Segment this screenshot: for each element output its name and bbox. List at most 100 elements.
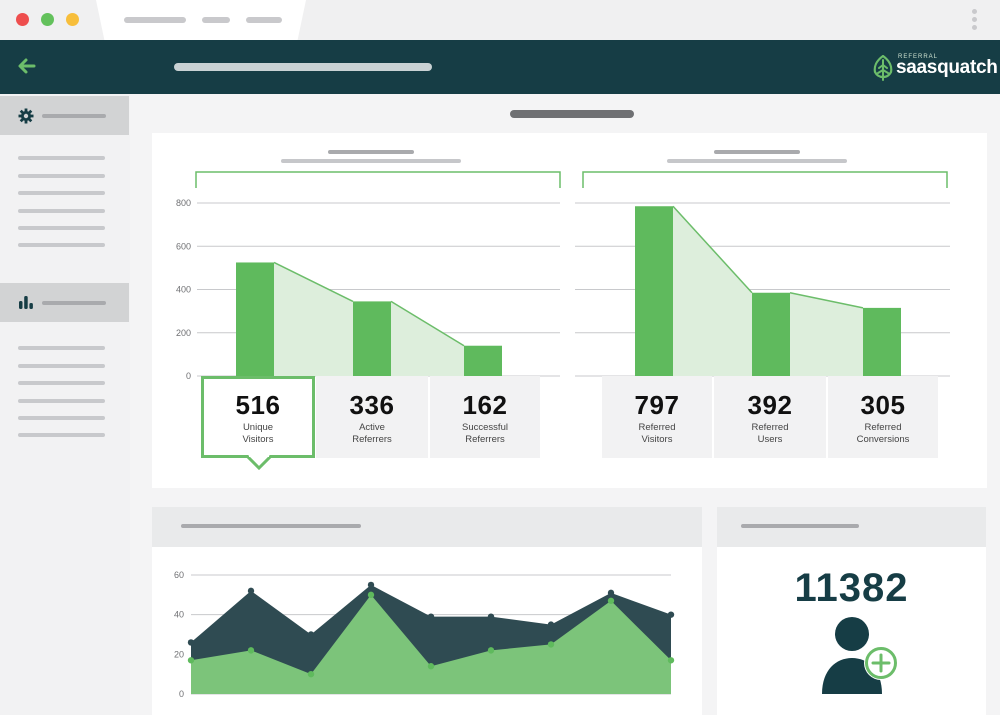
left-funnel-y-tick-label: 200 xyxy=(176,328,191,338)
trend-series-1-point xyxy=(367,581,375,589)
logo-wordmark: saasquatch xyxy=(896,57,998,78)
gear-icon xyxy=(18,108,34,124)
stat-value: 797 xyxy=(634,390,680,420)
new-users-card-header xyxy=(717,507,986,547)
arrow-left-icon[interactable] xyxy=(14,53,40,79)
trend-y-tick-label: 0 xyxy=(179,689,184,699)
sidebar-item[interactable] xyxy=(18,381,105,385)
trend-card-header xyxy=(152,507,702,547)
stat-successful-referrers[interactable]: 162 Successful Referrers xyxy=(430,376,540,458)
left-funnel-bracket xyxy=(195,171,561,188)
sidebar-item[interactable] xyxy=(18,191,105,195)
left-funnel-bar xyxy=(464,345,502,376)
browser-chrome xyxy=(0,0,1000,40)
trend-series-2-point xyxy=(487,647,495,654)
trend-series-1-point xyxy=(547,621,555,628)
trend-series-2-area xyxy=(191,594,671,694)
stat-label: Users xyxy=(757,434,783,445)
selected-stat-pointer xyxy=(246,455,272,470)
stat-label: Referred xyxy=(751,422,789,433)
trend-series-1-point xyxy=(187,639,195,646)
left-funnel-y-tick-label: 0 xyxy=(186,371,191,381)
sidebar-item[interactable] xyxy=(18,346,105,350)
trend-series-2-point xyxy=(427,663,435,670)
trend-card-title-placeholder xyxy=(181,524,361,528)
stat-label: Conversions xyxy=(856,434,910,445)
sidebar-section-settings[interactable] xyxy=(0,96,129,135)
sidebar-item[interactable] xyxy=(18,243,105,247)
stat-label: Unique xyxy=(242,422,274,433)
trend-y-tick-label: 40 xyxy=(174,610,184,620)
tab-title-placeholder xyxy=(202,17,230,23)
sidebar-item[interactable] xyxy=(18,209,105,213)
sidebar-section-label xyxy=(42,301,106,305)
trend-series-1-point xyxy=(247,587,255,595)
stat-label: Referred xyxy=(864,422,902,433)
stat-value: 305 xyxy=(860,390,906,420)
left-funnel-bar xyxy=(353,301,391,376)
trend-y-tick-label: 60 xyxy=(174,570,184,580)
right-funnel-dropoff-area xyxy=(790,292,863,376)
sidebar-section-analytics[interactable] xyxy=(0,283,129,322)
right-funnel-bar xyxy=(635,206,673,376)
right-funnel-bar xyxy=(752,292,790,376)
right-funnel-title-placeholder xyxy=(714,150,800,154)
trend-series-2-point xyxy=(547,641,555,648)
stat-label: Referrers xyxy=(465,434,505,445)
sidebar-item[interactable] xyxy=(18,156,105,160)
sidebar-item[interactable] xyxy=(18,364,105,368)
stat-value: 392 xyxy=(747,390,793,420)
stat-label: Active xyxy=(359,422,385,433)
sidebar-item[interactable] xyxy=(18,226,105,230)
trend-y-tick-label: 20 xyxy=(174,649,184,659)
left-funnel-title-placeholder xyxy=(328,150,414,154)
sidebar-item[interactable] xyxy=(18,174,105,178)
trend-series-1-point xyxy=(667,611,675,618)
trend-series-1-point xyxy=(307,631,315,638)
right-funnel-dropoff-line xyxy=(672,205,753,294)
right-funnel-bracket xyxy=(582,171,948,188)
stat-referred-users[interactable]: 392 Referred Users xyxy=(714,376,826,458)
browser-menu-icon[interactable] xyxy=(972,9,978,31)
left-funnel-dropoff-area xyxy=(391,301,464,376)
tree-logo-icon xyxy=(873,55,893,81)
left-funnel-bar xyxy=(236,262,274,376)
trend-series-1-point xyxy=(427,613,435,620)
stat-value: 162 xyxy=(462,390,508,420)
bar-chart-icon xyxy=(19,296,33,309)
trend-series-2-point xyxy=(187,657,195,664)
app-header: REFERRAL saasquatch xyxy=(0,40,1000,94)
stat-label: Visitors xyxy=(242,434,274,445)
sidebar-item[interactable] xyxy=(18,399,105,403)
left-funnel-dropoff-area xyxy=(274,262,353,376)
right-funnel-subtitle-placeholder xyxy=(667,159,847,163)
new-users-title-placeholder xyxy=(741,524,859,528)
sidebar-item[interactable] xyxy=(18,433,105,437)
trend-series-2-point xyxy=(607,597,615,604)
tab-title-placeholder xyxy=(246,17,282,23)
maximize-window-dot[interactable] xyxy=(41,13,54,26)
stat-label: Referred xyxy=(638,422,676,433)
right-funnel-dropoff-line xyxy=(789,292,864,309)
trend-series-1-point xyxy=(607,589,615,597)
stat-active-referrers[interactable]: 336 Active Referrers xyxy=(316,376,428,458)
left-funnel-y-tick-label: 400 xyxy=(176,285,191,295)
sidebar-item[interactable] xyxy=(18,416,105,420)
stat-value: 516 xyxy=(235,390,281,420)
logo-tagline: REFERRAL xyxy=(898,54,939,60)
close-window-dot[interactable] xyxy=(16,13,29,26)
stat-referred-visitors[interactable]: 797 Referred Visitors xyxy=(602,376,712,458)
new-users-count: 11382 xyxy=(794,566,909,610)
trend-series-2-point xyxy=(247,647,255,654)
trend-series-2-point xyxy=(367,591,375,599)
left-funnel-y-tick-label: 600 xyxy=(176,241,191,251)
trend-series-2-point xyxy=(667,657,675,664)
stat-referred-conversions[interactable]: 305 Referred Conversions xyxy=(828,376,938,458)
left-funnel-subtitle-placeholder xyxy=(281,159,461,163)
minimize-window-dot[interactable] xyxy=(66,13,79,26)
sidebar-section-label xyxy=(42,114,106,118)
right-funnel-dropoff-area xyxy=(673,206,752,376)
stat-label: Referrers xyxy=(352,434,392,445)
stat-value: 336 xyxy=(349,390,395,420)
